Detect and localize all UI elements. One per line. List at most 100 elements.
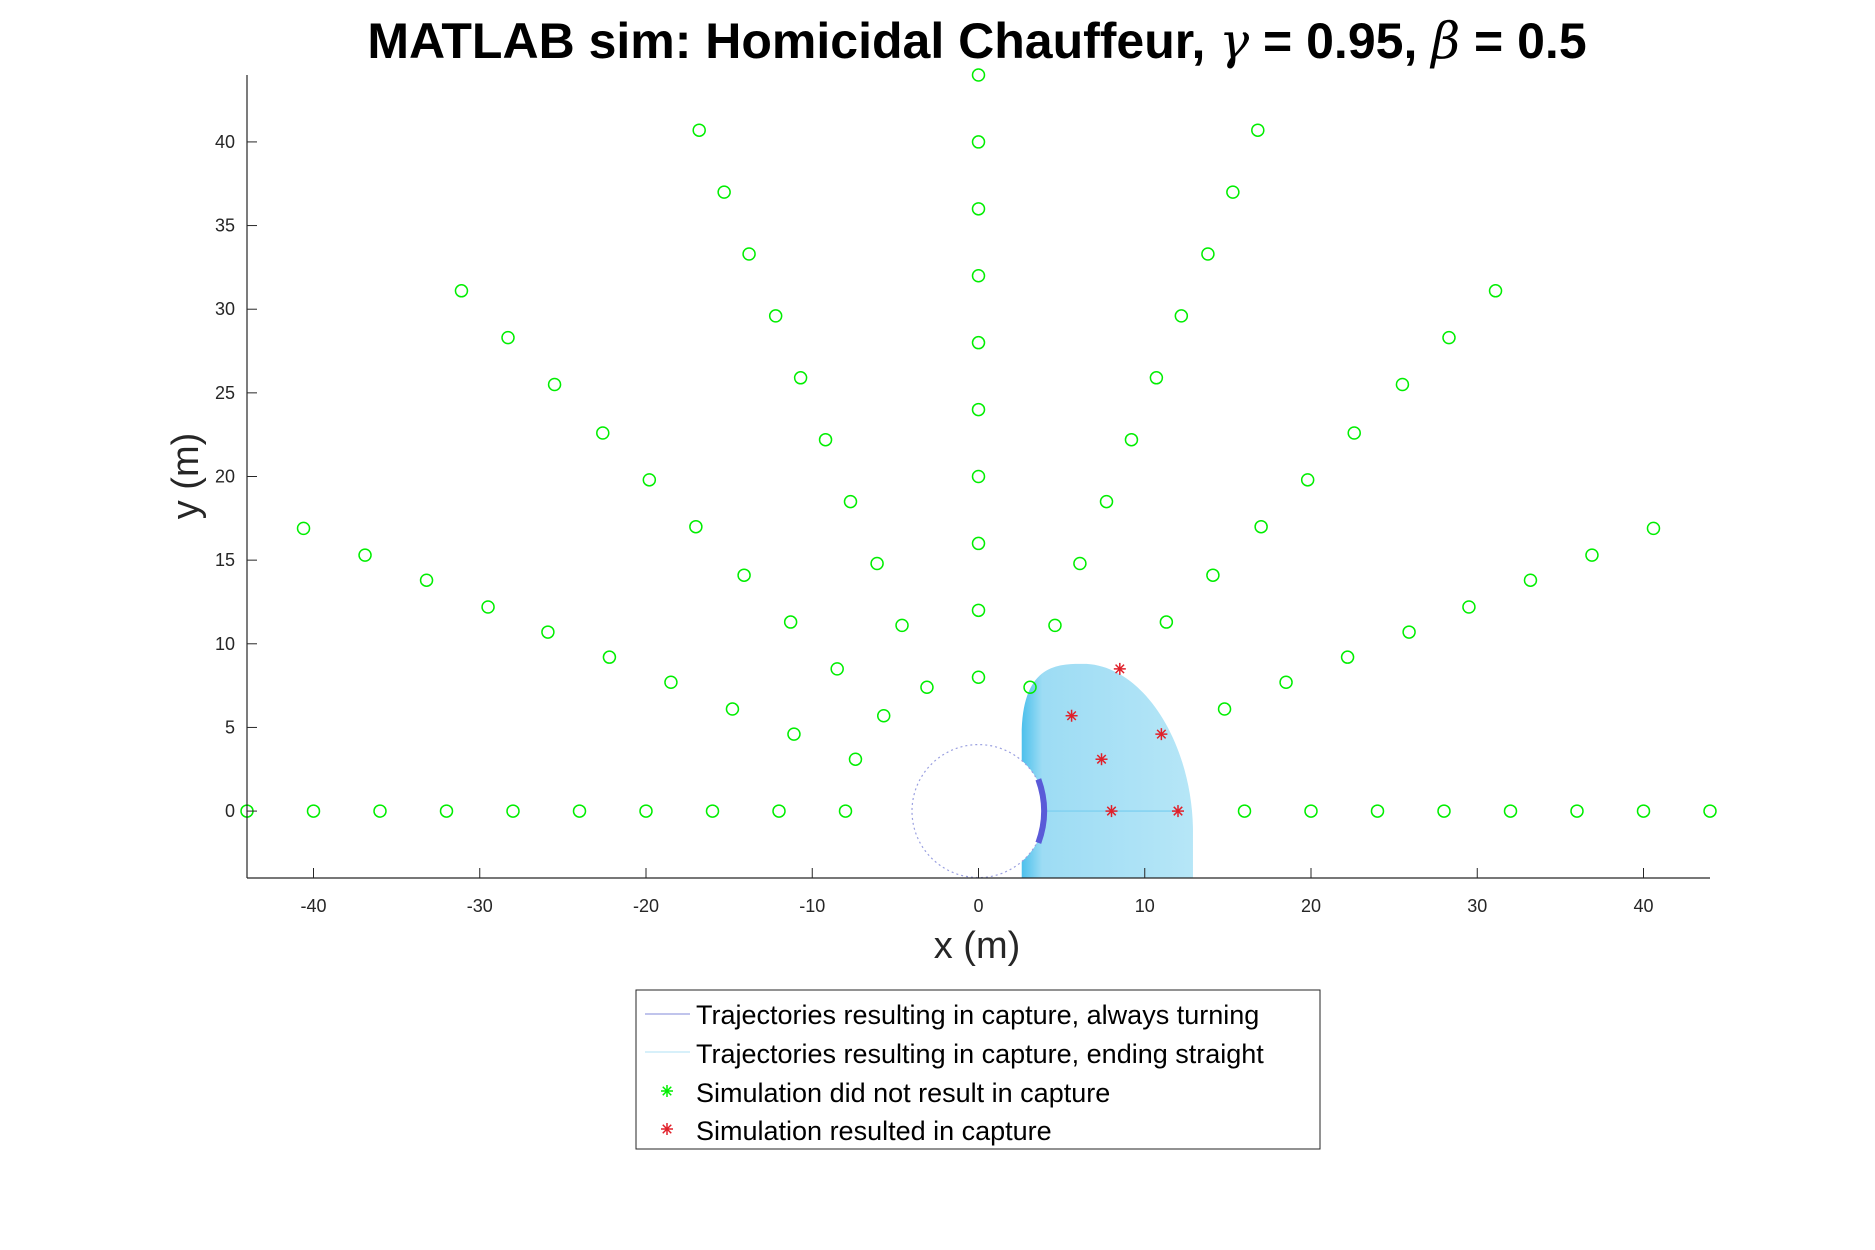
- legend-label-straight: Trajectories resulting in capture, endin…: [696, 1039, 1264, 1069]
- no-capture-marker: [358, 548, 372, 562]
- y-tick-label: 25: [215, 383, 235, 403]
- no-capture-marker: [692, 123, 706, 137]
- chart-title: MATLAB sim: Homicidal Chauffeur, γ = 0.9…: [367, 12, 1586, 70]
- no-capture-marker: [547, 377, 562, 392]
- legend-green-asterisk: [661, 1085, 673, 1097]
- no-capture-marker: [971, 469, 986, 484]
- no-capture-marker: [818, 432, 833, 447]
- no-capture-marker: [1395, 377, 1410, 392]
- no-capture-marker: [1585, 548, 1599, 562]
- no-capture-marker: [1124, 432, 1139, 447]
- no-capture-marker: [1099, 494, 1114, 509]
- data-marks: [240, 68, 1717, 818]
- no-capture-marker: [1340, 650, 1355, 664]
- no-capture-marker: [1347, 426, 1361, 440]
- x-tick-label: 30: [1467, 896, 1487, 916]
- x-tick-label: 40: [1633, 896, 1653, 916]
- no-capture-marker: [506, 804, 520, 818]
- no-capture-marker: [572, 804, 587, 818]
- no-capture-marker: [1646, 521, 1661, 536]
- no-capture-marker: [838, 804, 853, 818]
- no-capture-marker: [296, 521, 311, 536]
- no-capture-marker: [602, 650, 617, 664]
- no-capture-marker: [971, 68, 986, 82]
- no-capture-marker: [1048, 618, 1062, 633]
- y-tick-label: 5: [225, 717, 235, 737]
- legend-box: [635, 989, 1321, 1150]
- no-capture-marker: [783, 615, 798, 629]
- capture-marker: [1095, 753, 1108, 766]
- capture-region: [1021, 663, 1193, 878]
- no-capture-marker: [541, 625, 555, 639]
- x-tick-label: -30: [467, 896, 493, 916]
- x-ticks: -40 -30 -20 -10 0 10 20 30 40: [300, 868, 1654, 916]
- no-capture-marker: [1703, 804, 1717, 818]
- no-capture-marker: [306, 804, 321, 818]
- no-capture-marker: [1023, 680, 1037, 695]
- legend-label-turning: Trajectories resulting in capture, alway…: [696, 1000, 1259, 1030]
- legend-label-capture: Simulation resulted in capture: [696, 1116, 1052, 1146]
- no-capture-marker: [1254, 519, 1268, 534]
- no-capture-marker: [870, 556, 884, 571]
- no-capture-marker: [373, 804, 387, 818]
- x-tick-label: 20: [1301, 896, 1321, 916]
- no-capture-marker: [793, 371, 808, 385]
- plot-area: [911, 663, 1193, 878]
- no-capture-marker: [705, 804, 720, 818]
- no-capture-marker: [639, 804, 653, 818]
- no-capture-marker: [1279, 675, 1293, 690]
- no-capture-marker: [971, 202, 986, 216]
- no-capture-marker: [1462, 600, 1476, 614]
- no-capture-marker: [971, 536, 986, 551]
- no-capture-marker: [971, 269, 986, 283]
- no-capture-marker: [830, 662, 844, 676]
- no-capture-marker: [787, 727, 801, 741]
- no-capture-marker: [1174, 309, 1189, 323]
- no-capture-marker: [725, 702, 740, 716]
- turning-trajectory-arc: [1035, 778, 1048, 844]
- no-capture-marker: [768, 309, 783, 323]
- no-capture-marker: [1300, 473, 1315, 487]
- no-capture-marker: [772, 804, 786, 818]
- no-capture-marker: [664, 675, 678, 690]
- y-ticks: 0 5 10 15 20 25 30 35 40: [215, 132, 257, 821]
- x-tick-label: -20: [633, 896, 659, 916]
- no-capture-marker: [596, 426, 610, 440]
- y-tick-label: 10: [215, 634, 235, 654]
- no-capture-marker: [895, 618, 909, 633]
- no-capture-marker: [419, 573, 434, 587]
- no-capture-marker: [971, 603, 986, 618]
- legend-asterisk-green: [661, 1085, 673, 1097]
- x-axis-label: x (m): [934, 925, 1021, 967]
- no-capture-marker: [876, 708, 891, 723]
- no-capture-marker: [737, 568, 751, 582]
- no-capture-marker: [848, 752, 863, 766]
- no-capture-marker: [1217, 702, 1232, 716]
- x-tick-label: -10: [799, 896, 825, 916]
- no-capture-marker: [1237, 804, 1252, 818]
- no-capture-marker: [843, 494, 858, 509]
- y-tick-label: 20: [215, 467, 235, 487]
- y-tick-label: 40: [215, 132, 235, 152]
- y-tick-label: 0: [225, 801, 235, 821]
- capture-marker: [1065, 709, 1078, 722]
- no-capture-marker: [1370, 804, 1385, 818]
- capture-marker: [1113, 662, 1126, 675]
- no-capture-marker: [1636, 804, 1651, 818]
- no-capture-marker: [1206, 568, 1220, 582]
- y-tick-label: 30: [215, 299, 235, 319]
- legend-asterisk-red: [661, 1123, 673, 1135]
- x-tick-label: -40: [300, 896, 326, 916]
- y-tick-label: 35: [215, 216, 235, 236]
- no-capture-marker: [1437, 804, 1451, 818]
- no-capture-marker: [1570, 804, 1584, 818]
- y-tick-label: 15: [215, 550, 235, 570]
- no-capture-marker: [971, 402, 986, 417]
- legend: Trajectories resulting in capture, alway…: [635, 989, 1321, 1150]
- capture-marker: [1155, 728, 1168, 741]
- no-capture-marker: [1402, 625, 1416, 639]
- no-capture-marker: [1226, 185, 1240, 199]
- no-capture-marker: [1159, 615, 1174, 629]
- capture-marker: [1172, 805, 1184, 818]
